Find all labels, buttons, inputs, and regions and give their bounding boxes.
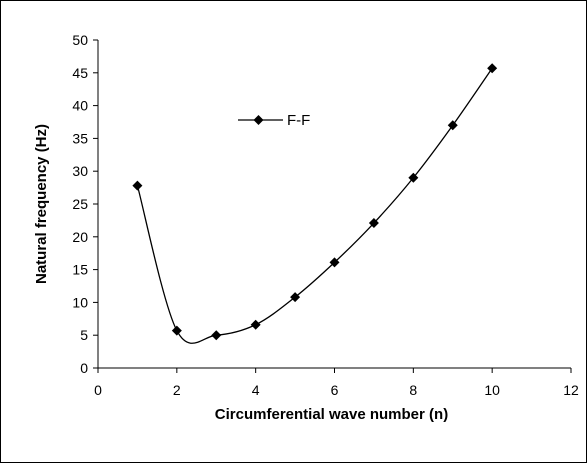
y-axis-title: Natural frequency (Hz) xyxy=(33,124,50,284)
x-tick-label: 6 xyxy=(331,382,339,398)
data-point-n2 xyxy=(171,325,182,336)
data-point-n9 xyxy=(447,120,458,131)
x-tick-label: 12 xyxy=(563,382,579,398)
data-point-n3 xyxy=(211,330,222,341)
x-tick-label: 8 xyxy=(409,382,417,398)
y-tick-label: 50 xyxy=(72,32,88,48)
data-point-n5 xyxy=(290,292,301,303)
y-tick-label: 35 xyxy=(72,130,88,146)
x-tick-label: 4 xyxy=(252,382,260,398)
y-tick-label: 45 xyxy=(72,65,88,81)
legend-label-f-f: F-F xyxy=(287,112,310,129)
data-point-n6 xyxy=(329,257,340,268)
series-group xyxy=(132,63,498,344)
ticks: 0 5 10 15 20 25 30 35 40 45 50 0 2 4 6 8 10 12 xyxy=(72,32,579,398)
x-axis-title: Circumferential wave number (n) xyxy=(215,406,448,423)
data-point-n1 xyxy=(132,180,143,191)
series-line-f-f xyxy=(136,67,493,344)
legend: F-F xyxy=(238,112,310,129)
y-tick-label: 5 xyxy=(80,327,88,343)
data-point-n10 xyxy=(487,63,498,74)
y-tick-label: 15 xyxy=(72,262,88,278)
y-tick-label: 10 xyxy=(72,294,88,310)
y-tick-label: 30 xyxy=(72,163,88,179)
axes xyxy=(97,40,571,369)
y-tick-label: 20 xyxy=(72,229,88,245)
legend-marker-diamond xyxy=(253,115,264,125)
data-point-n8 xyxy=(408,172,419,183)
data-point-n7 xyxy=(368,218,379,229)
x-tick-label: 10 xyxy=(484,382,500,398)
x-tick-label: 2 xyxy=(173,382,181,398)
y-tick-label: 25 xyxy=(72,196,88,212)
y-tick-label: 0 xyxy=(80,360,88,376)
x-tick-label: 0 xyxy=(94,382,102,398)
y-tick-label: 40 xyxy=(72,98,88,114)
data-point-n4 xyxy=(250,319,261,330)
